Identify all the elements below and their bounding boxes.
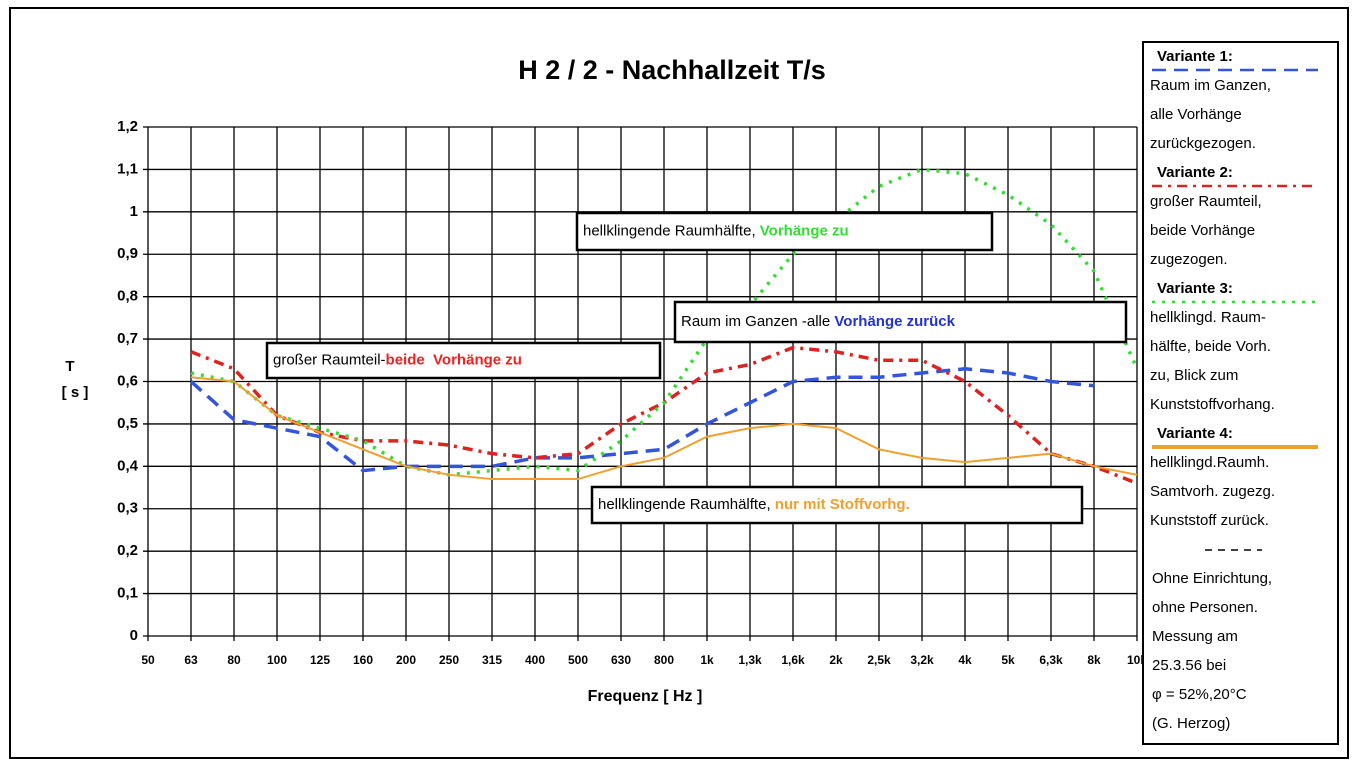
y-tick-label: 1	[130, 203, 138, 220]
legend-note: Messung am	[1152, 628, 1238, 645]
x-tick-label: 2k	[829, 653, 843, 667]
x-tick-label: 80	[227, 653, 241, 667]
annotation-box	[575, 211, 994, 252]
legend-description: zu, Blick zum	[1150, 367, 1238, 384]
y-tick-label: 1,2	[117, 118, 138, 135]
y-tick-label: 0,3	[117, 500, 138, 517]
legend-label: Variante 2:	[1157, 164, 1233, 181]
x-tick-label: 8k	[1087, 653, 1101, 667]
legend-description: hellklingd. Raum-	[1150, 309, 1266, 326]
series-line	[190, 376, 1138, 481]
y-tick-label: 0,5	[117, 415, 138, 432]
legend-description: Samtvorh. zugezg.	[1150, 483, 1275, 500]
x-tick-label: 800	[654, 653, 674, 667]
series-line	[190, 167, 1139, 477]
legend-description: hellklingd.Raumh.	[1150, 454, 1269, 471]
legend: Variante 1: Raum im Ganzen, alle Vorhänge z…	[1150, 48, 1318, 732]
x-tick-label: 200	[396, 653, 416, 667]
legend-label: Variante 1:	[1157, 48, 1233, 65]
x-axis-label: Frequenz [ Hz ]	[588, 688, 703, 705]
annotation-box	[265, 341, 662, 380]
annotations: hellklingende Raumhälfte, Vorhänge zu Rau…	[265, 211, 1128, 525]
legend-description: zurückgezogen.	[1150, 135, 1256, 152]
y-tick-label: 0,2	[117, 542, 138, 559]
annotation-text: hellklingende Raumhälfte,	[583, 222, 760, 239]
annotation-highlight: beide Vorhänge zu	[386, 351, 522, 368]
x-tick-label: 63	[184, 653, 198, 667]
annotation-text: hellklingende Raumhälfte,	[598, 496, 775, 513]
annotation-text: Raum im Ganzen -alle	[681, 313, 834, 330]
annotation: Raum im Ganzen -alle Vorhänge zurück	[681, 313, 956, 330]
x-tick-label: 315	[482, 653, 502, 667]
x-tick-label: 125	[310, 653, 330, 667]
legend-description: Raum im Ganzen,	[1150, 77, 1271, 94]
legend-box	[1142, 41, 1339, 745]
legend-note: 25.3.56 bei	[1152, 657, 1226, 674]
legend-note: Ohne Einrichtung,	[1152, 570, 1272, 587]
legend-description: hälfte, beide Vorh.	[1150, 338, 1271, 355]
legend-description: beide Vorhänge	[1150, 222, 1255, 239]
x-tick-label: 250	[439, 653, 459, 667]
x-tick-label: 4k	[958, 653, 972, 667]
x-tick-label: 400	[525, 653, 545, 667]
legend-label: Variante 3:	[1157, 280, 1233, 297]
frame	[9, 7, 1349, 759]
x-tick-label: 160	[353, 653, 373, 667]
annotation-highlight: Vorhänge zu	[760, 222, 849, 239]
legend-description: großer Raumteil,	[1150, 193, 1262, 210]
y-tick-label: 0,8	[117, 288, 138, 305]
annotation-text: großer Raumteil-	[273, 351, 386, 368]
x-tick-label: 5k	[1001, 653, 1015, 667]
y-tick-label: 0,4	[117, 457, 139, 474]
legend-description: zugezogen.	[1150, 251, 1228, 268]
series-line	[189, 367, 1095, 473]
legend-description: Kunststoffvorhang.	[1150, 396, 1275, 413]
x-tick-label: 3,2k	[910, 653, 934, 667]
y-tick-label: 1,1	[117, 160, 138, 177]
lines	[189, 167, 1139, 485]
y-tick-label: 0,7	[117, 330, 138, 347]
y-axis-unit: [ s ]	[62, 384, 89, 401]
chart-title: H 2 / 2 - Nachhallzeit T/s	[518, 55, 826, 85]
annotation: großer Raumteil-beide Vorhänge zu	[273, 351, 522, 368]
legend-label: Variante 4:	[1157, 425, 1233, 442]
legend-description: Kunststoff zurück.	[1150, 512, 1269, 529]
x-tick-label: 2,5k	[867, 653, 891, 667]
legend-note: φ = 52%,20°C	[1152, 686, 1247, 703]
x-tick-label: 50	[141, 653, 155, 667]
annotation: hellklingende Raumhälfte, Vorhänge zu	[583, 222, 849, 239]
y-tick-label: 0,6	[117, 372, 138, 389]
y-tick-label: 0	[130, 627, 138, 644]
y-tick-label: 0,1	[117, 585, 138, 602]
annotation-box	[673, 300, 1128, 344]
annotation-highlight: Vorhänge zurück	[834, 313, 955, 330]
x-tick-label: 6,3k	[1039, 653, 1063, 667]
legend-note: ohne Personen.	[1152, 599, 1258, 616]
legend-description: alle Vorhänge	[1150, 106, 1242, 123]
y-tick-label: 0,9	[117, 245, 138, 262]
x-tick-label: 1,6k	[781, 653, 805, 667]
annotation: hellklingende Raumhälfte, nur mit Stoffv…	[598, 496, 910, 513]
x-tick-label: 1,3k	[738, 653, 762, 667]
annotation-highlight: nur mit Stoffvorhg.	[775, 496, 910, 513]
x-tick-label: 100	[267, 653, 287, 667]
x-tick-label: 1k	[700, 653, 714, 667]
legend-note: (G. Herzog)	[1152, 715, 1230, 732]
annotation-box	[590, 485, 1084, 525]
x-tick-label: 630	[611, 653, 631, 667]
y-axis-label: T	[65, 358, 74, 375]
x-tick-label: 500	[568, 653, 588, 667]
